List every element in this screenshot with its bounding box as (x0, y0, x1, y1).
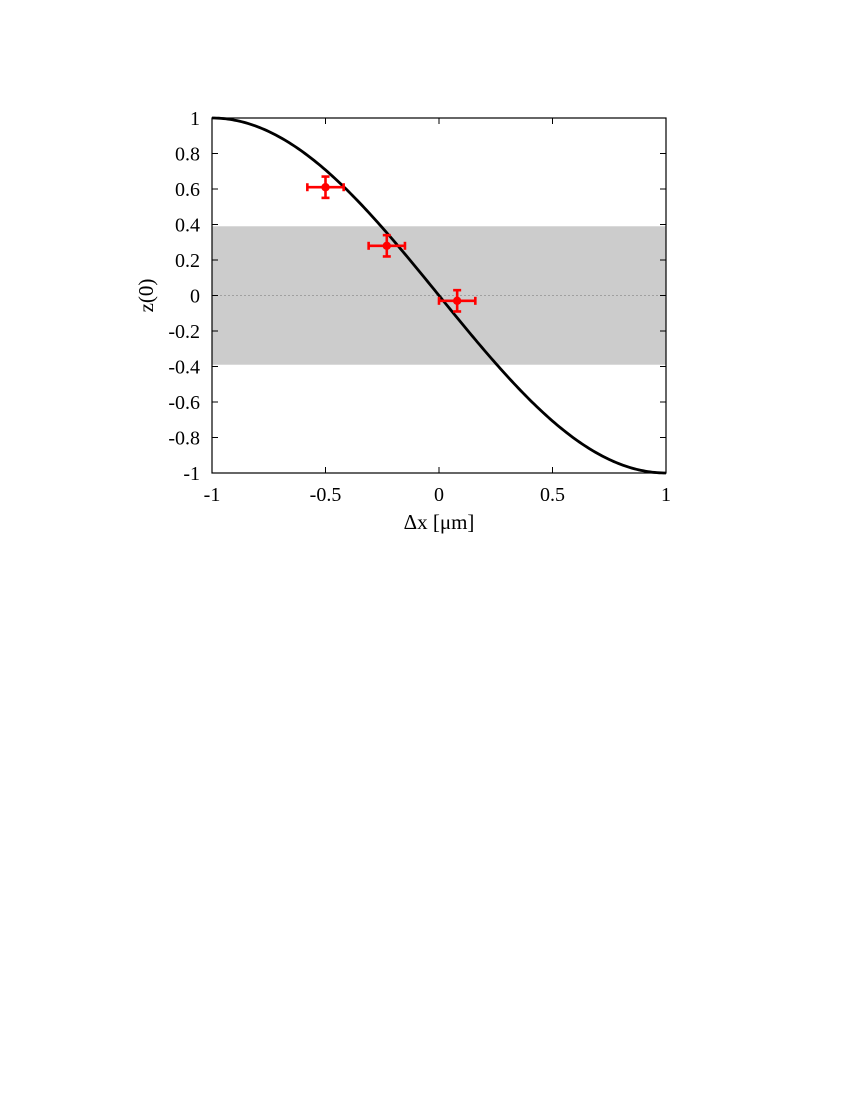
y-axis-label: z(0) (134, 279, 158, 313)
model-curve (211, 116, 667, 475)
x-tick-label: 1 (661, 484, 671, 506)
x-axis-label: Δx [μm] (404, 510, 475, 534)
y-tick-label: -0.8 (168, 428, 200, 450)
x-tick-label: 0 (434, 484, 444, 506)
x-tick-labels: -1 -0.5 0 0.5 1 (204, 484, 671, 506)
data-point (382, 241, 391, 250)
y-tick-label: 1 (190, 108, 200, 130)
y-tick-label: 0.6 (175, 179, 200, 201)
y-tick-label: -0.4 (168, 357, 200, 379)
data-point-group (437, 288, 477, 313)
y-tick-labels: 1 0.8 0.6 0.4 0.2 0 -0.2 -0.4 -0.6 -0.8 -1 (168, 108, 200, 485)
y-tick-label: -1 (183, 463, 200, 485)
y-tick-label: 0.2 (175, 250, 200, 272)
data-point (321, 183, 330, 192)
data-point-group (367, 233, 407, 258)
data-point (452, 296, 462, 306)
tick-marks-layer (211, 117, 667, 474)
y-tick-label: -0.6 (168, 392, 200, 414)
y-tick-label: 0.8 (175, 144, 200, 166)
data-points-layer (306, 175, 477, 313)
x-tick-label: -1 (204, 484, 221, 506)
curve-layer (211, 116, 667, 475)
y-tick-label: 0.4 (175, 215, 200, 237)
data-point-group (306, 175, 345, 200)
y-tick-label: 0 (190, 286, 200, 308)
x-tick-label: 0.5 (540, 484, 565, 506)
x-tick-label: -0.5 (310, 484, 342, 506)
y-tick-label: -0.2 (168, 321, 200, 343)
